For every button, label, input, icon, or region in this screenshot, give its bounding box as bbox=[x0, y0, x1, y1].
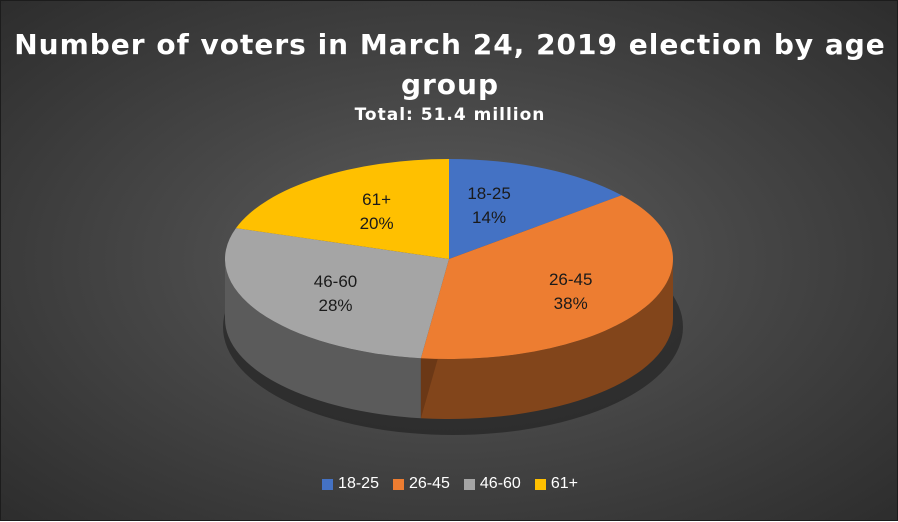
legend-item-18-25: 18-25 bbox=[322, 475, 379, 493]
pie-side-46-60 bbox=[225, 259, 421, 419]
pie-slice-26-45 bbox=[420, 195, 673, 359]
legend-swatch-18-25 bbox=[322, 478, 334, 490]
data-label-category-61plus: 61+ bbox=[362, 190, 391, 209]
pie-side-26-45 bbox=[420, 259, 673, 419]
legend-swatch-46-60 bbox=[463, 478, 475, 490]
data-label-value-26-45: 38% bbox=[554, 294, 588, 313]
legend-label-18-25: 18-25 bbox=[338, 475, 379, 492]
data-label-category-46-60: 46-60 bbox=[314, 272, 357, 291]
legend-label-26-45: 26-45 bbox=[408, 475, 450, 492]
data-label-category-26-45: 26-45 bbox=[549, 270, 592, 289]
data-label-value-18-25: 14% bbox=[472, 208, 506, 227]
chart-subtitle: Total: 51.4 million bbox=[354, 105, 546, 125]
pie-slice-18-25 bbox=[449, 159, 622, 259]
chart-title: Number of voters in March 24, 2019 elect… bbox=[14, 28, 886, 101]
legend-item-61plus: 61+ bbox=[534, 475, 578, 493]
legend-item-46-60: 46-60 bbox=[463, 475, 521, 493]
pie-slice-61plus bbox=[235, 159, 449, 259]
legend-swatch-26-45 bbox=[392, 478, 404, 490]
legend: 18-25 26-45 46-60 61+ bbox=[1, 475, 898, 493]
data-label-value-61plus: 20% bbox=[360, 214, 394, 233]
legend-item-26-45: 26-45 bbox=[392, 475, 450, 493]
legend-label-46-60: 46-60 bbox=[479, 475, 521, 492]
data-label-value-46-60: 28% bbox=[319, 296, 353, 315]
legend-swatch-61plus bbox=[534, 478, 546, 490]
legend-label-61plus: 61+ bbox=[550, 475, 578, 492]
pie-slice-46-60 bbox=[225, 228, 449, 359]
data-label-category-18-25: 18-25 bbox=[467, 184, 510, 203]
